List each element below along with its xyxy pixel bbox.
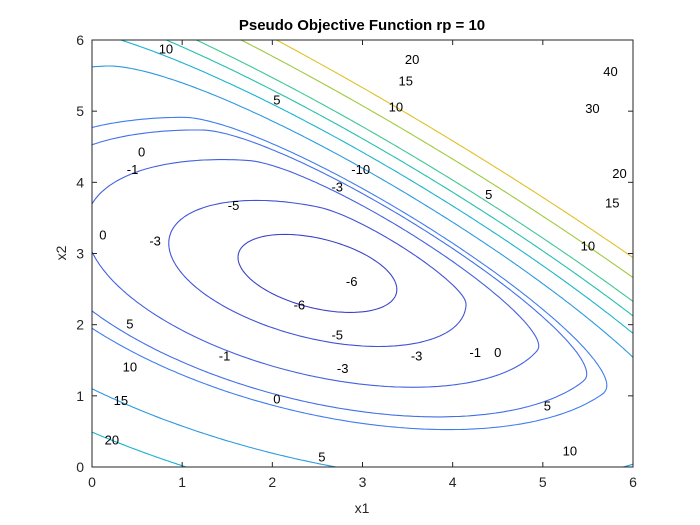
- contour-label: 5: [126, 317, 133, 332]
- contour-label: 20: [105, 433, 119, 448]
- contour-label: 5: [273, 92, 280, 107]
- x-tick-label: 1: [178, 474, 186, 490]
- contour-label: 10: [563, 443, 577, 458]
- contour-label: 10: [389, 100, 403, 115]
- contour-label: -3: [331, 179, 343, 194]
- contour-label: 10: [159, 41, 173, 56]
- contour-label: 0: [99, 228, 106, 243]
- contour-level-30: [240, 40, 633, 278]
- contour-label: 0: [494, 345, 501, 360]
- contour-label: 0: [273, 391, 280, 406]
- contour-level-20: [196, 40, 633, 302]
- contour-label: 5: [544, 399, 551, 414]
- contour-label: -6: [346, 274, 358, 289]
- contour-label: 0: [138, 144, 145, 159]
- y-tick-label: 4: [76, 174, 84, 190]
- contour-level-neg6: [237, 233, 398, 313]
- contour-label: 5: [318, 450, 325, 465]
- contour-label: 15: [605, 196, 619, 211]
- contour-label: 15: [399, 73, 413, 88]
- contour-label: -3: [149, 233, 161, 248]
- y-tick-label: 6: [76, 32, 84, 48]
- contour-level-neg1: [92, 129, 588, 418]
- contour-label: -3: [337, 361, 349, 376]
- x-tick-label: 3: [359, 474, 367, 490]
- y-tick-label: 5: [76, 103, 84, 119]
- contour-label: -1: [127, 162, 139, 177]
- axis-ticks: 0 1 2 3 4 5 6 0 1 2 3 4 5 6: [76, 32, 637, 490]
- contour-label: 20: [405, 52, 419, 67]
- contour-label: 5: [485, 187, 492, 202]
- contour-label: -5: [331, 327, 343, 342]
- contour-level-40: [276, 40, 633, 259]
- contour-label: 20: [612, 166, 626, 181]
- contour-label: 15: [114, 393, 128, 408]
- contour-level-10: [92, 40, 633, 467]
- y-tick-label: 2: [76, 317, 84, 333]
- contour-label: -3: [411, 349, 423, 364]
- y-axis-label: x2: [53, 245, 69, 260]
- contour-label: 30: [585, 101, 599, 116]
- contour-label: -6: [294, 297, 306, 312]
- contour-label: -1: [469, 345, 481, 360]
- x-tick-label: 0: [88, 474, 96, 490]
- contour-level-neg5: [168, 199, 467, 348]
- contour-label: -5: [228, 198, 240, 213]
- contour-level-neg3: [92, 159, 540, 388]
- chart-title: Pseudo Objective Function rp = 10: [239, 17, 485, 34]
- contour-label: -10: [351, 162, 370, 177]
- contour-level-15: [166, 40, 633, 317]
- x-axis-label: x1: [355, 500, 370, 516]
- contour-lines: [92, 40, 633, 467]
- contour-label: 10: [123, 359, 137, 374]
- y-tick-label: 3: [76, 246, 84, 262]
- x-tick-label: 2: [268, 474, 276, 490]
- contour-label: 40: [603, 64, 617, 79]
- y-tick-label: 1: [76, 388, 84, 404]
- x-tick-label: 6: [629, 474, 637, 490]
- contour-label: 10: [581, 238, 595, 253]
- x-tick-label: 4: [449, 474, 457, 490]
- x-tick-label: 5: [539, 474, 547, 490]
- contour-level-5: [92, 65, 633, 467]
- y-tick-label: 0: [76, 459, 84, 475]
- contour-level-0: [92, 116, 608, 431]
- contour-label: -1: [219, 349, 231, 364]
